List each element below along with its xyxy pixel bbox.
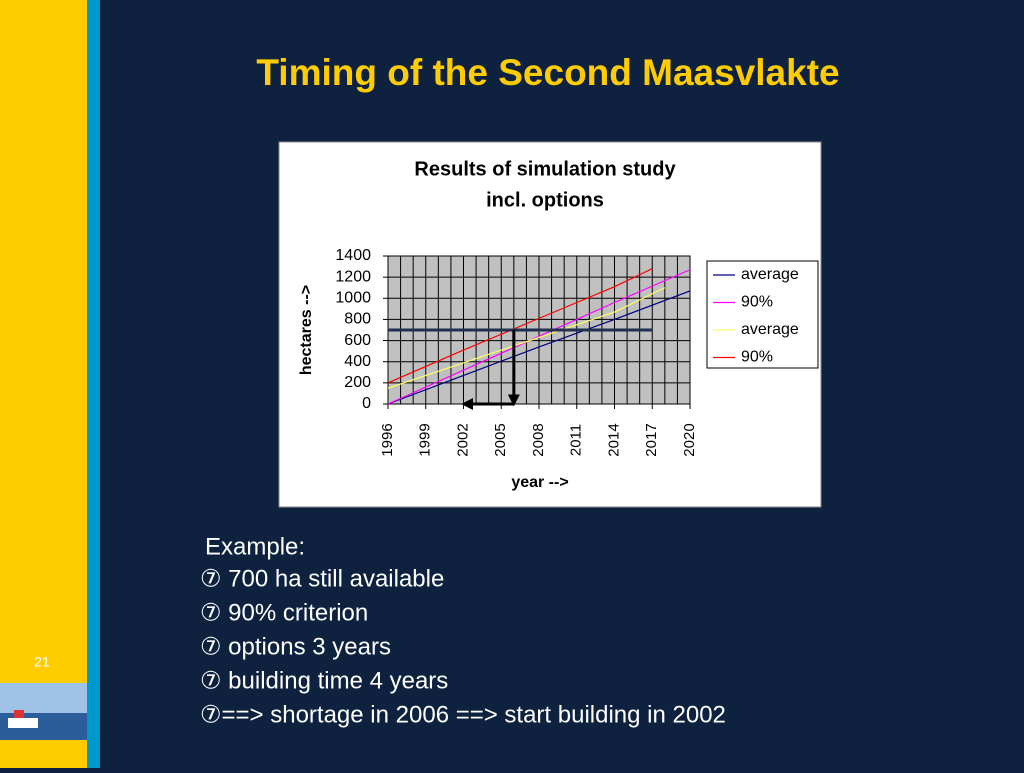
legend-label: 90% (741, 349, 773, 366)
series-line (387, 268, 653, 384)
example-item: ⑦==> shortage in 2006 ==> start building… (200, 701, 726, 728)
series-line (387, 290, 691, 405)
y-tick-label: 1400 (335, 247, 371, 264)
y-axis-label: hectares --> (298, 285, 315, 375)
example-item: ⑦ 700 ha still available (200, 565, 444, 592)
y-tick-label: 800 (344, 311, 371, 328)
x-tick-label: 2020 (681, 423, 698, 456)
x-tick-label: 2014 (605, 423, 622, 456)
y-tick-label: 600 (344, 332, 371, 349)
blue-strip (87, 0, 100, 768)
chart-title: Results of simulation study (414, 158, 676, 180)
yellow-strip (0, 0, 87, 768)
example-item: ⑦ options 3 years (200, 633, 391, 660)
legend-label: average (741, 321, 799, 338)
example-heading: Example: (205, 533, 305, 560)
x-tick-label: 2008 (530, 423, 547, 456)
x-tick-label: 1996 (379, 423, 396, 456)
y-tick-label: 400 (344, 353, 371, 370)
series-line (387, 269, 691, 405)
x-tick-label: 2005 (492, 423, 509, 456)
series-line (387, 287, 666, 389)
ship-image (0, 683, 87, 740)
slide-title: Timing of the Second Maasvlakte (256, 52, 839, 93)
x-tick-label: 2002 (454, 423, 471, 456)
y-tick-label: 1000 (335, 290, 371, 307)
example-item: ⑦ building time 4 years (200, 667, 448, 694)
y-tick-label: 0 (362, 395, 371, 412)
x-tick-label: 2017 (643, 423, 660, 456)
page-number: 21 (34, 654, 50, 670)
y-tick-label: 1200 (335, 268, 371, 285)
legend-label: 90% (741, 294, 773, 311)
y-tick-label: 200 (344, 374, 371, 391)
legend-label: average (741, 266, 799, 283)
x-tick-label: 2011 (568, 424, 585, 456)
x-axis-label: year --> (511, 474, 568, 491)
x-tick-label: 1999 (417, 423, 434, 456)
example-item: ⑦ 90% criterion (200, 599, 368, 626)
legend (706, 260, 819, 369)
chart-title: incl. options (486, 189, 604, 211)
